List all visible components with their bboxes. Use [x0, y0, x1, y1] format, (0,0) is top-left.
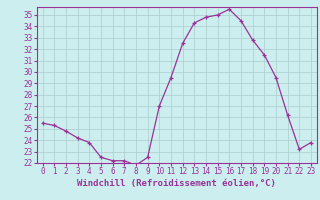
X-axis label: Windchill (Refroidissement éolien,°C): Windchill (Refroidissement éolien,°C) [77, 179, 276, 188]
